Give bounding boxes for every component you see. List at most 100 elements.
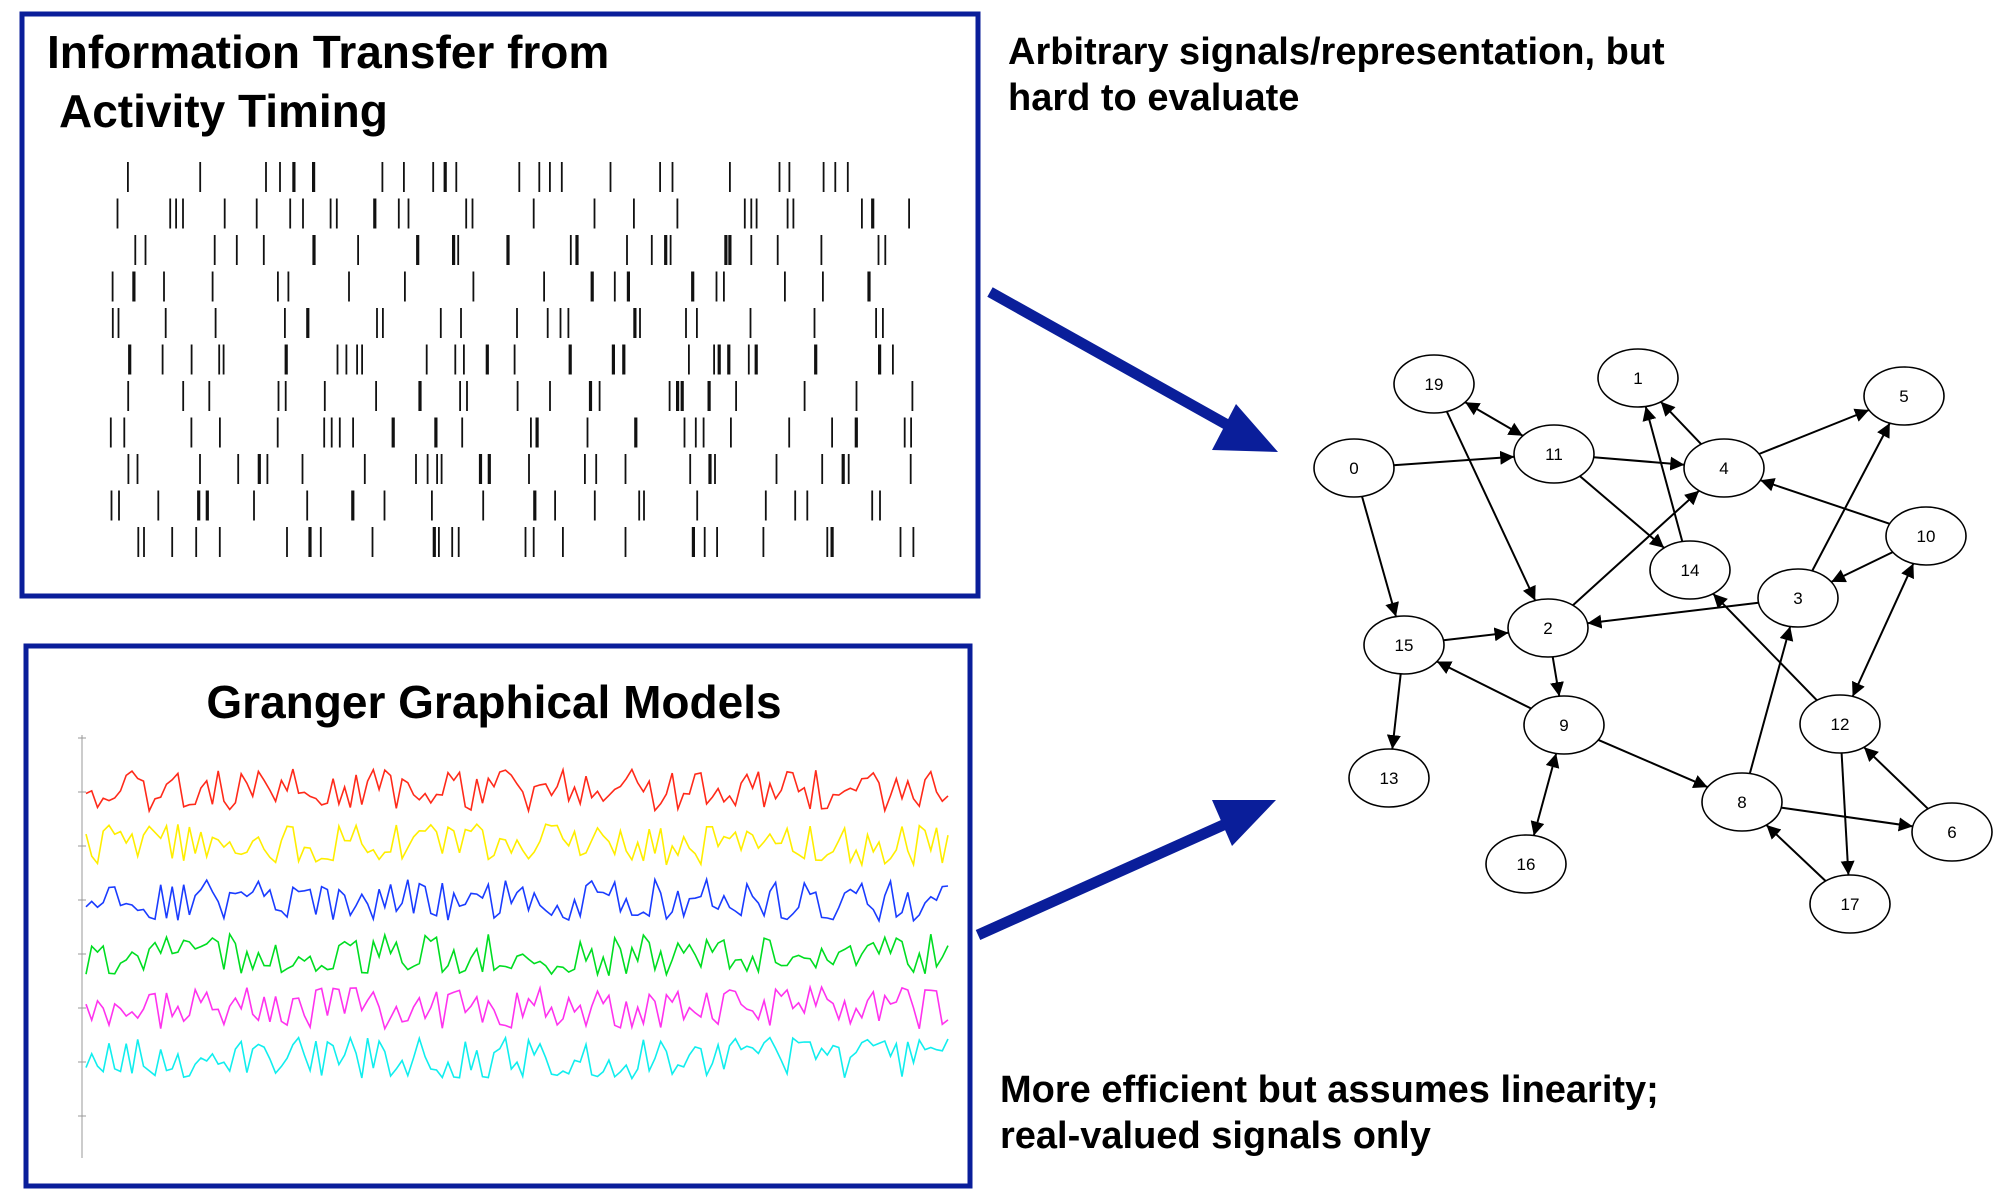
edge-17-8 bbox=[1765, 824, 1827, 882]
node-label: 10 bbox=[1917, 527, 1936, 546]
node-9: 9 bbox=[1523, 695, 1605, 755]
node-label: 15 bbox=[1395, 636, 1414, 655]
timeseries-axis-ticks bbox=[78, 737, 86, 1117]
edge-8-6 bbox=[1781, 806, 1913, 832]
node-0: 0 bbox=[1313, 438, 1395, 498]
edge-4-5 bbox=[1758, 408, 1870, 455]
node-label: 1 bbox=[1633, 369, 1642, 388]
node-ellipse bbox=[1313, 438, 1395, 498]
panel-bottom-frame bbox=[23, 643, 973, 1189]
edge-0-15 bbox=[1361, 496, 1399, 617]
note-top-line1: Arbitrary signals/representation, but bbox=[1008, 31, 1665, 73]
node-10: 10 bbox=[1885, 506, 1967, 566]
node-ellipse bbox=[1523, 695, 1605, 755]
node-4: 4 bbox=[1683, 438, 1765, 498]
edge-15-2 bbox=[1443, 627, 1509, 642]
panel-bottom-title: Granger Graphical Models bbox=[206, 676, 781, 728]
edge-6-12 bbox=[1863, 746, 1929, 810]
node-6: 6 bbox=[1911, 802, 1993, 862]
note-bottom-line2: real-valued signals only bbox=[1000, 1115, 1431, 1157]
edge-12-17 bbox=[1840, 752, 1855, 876]
note-top-line2: hard to evaluate bbox=[1008, 77, 1299, 119]
trace-2 bbox=[85, 822, 949, 868]
node-ellipse bbox=[1863, 366, 1945, 426]
node-ellipse bbox=[1911, 802, 1993, 862]
node-11: 11 bbox=[1513, 424, 1595, 484]
node-ellipse bbox=[1348, 748, 1430, 808]
node-ellipse bbox=[1597, 348, 1679, 408]
node-ellipse bbox=[1799, 694, 1881, 754]
node-label: 9 bbox=[1559, 716, 1568, 735]
graph-edges bbox=[1361, 401, 1929, 882]
node-ellipse bbox=[1485, 834, 1567, 894]
node-ellipse bbox=[1683, 438, 1765, 498]
node-15: 15 bbox=[1363, 615, 1445, 675]
edge-9-8 bbox=[1598, 738, 1708, 789]
edge-11-4 bbox=[1593, 456, 1685, 471]
node-label: 19 bbox=[1425, 375, 1444, 394]
node-17: 17 bbox=[1809, 874, 1891, 934]
node-ellipse bbox=[1885, 506, 1967, 566]
node-label: 11 bbox=[1545, 445, 1563, 464]
edge-3-2 bbox=[1587, 601, 1759, 629]
node-label: 4 bbox=[1719, 459, 1728, 478]
edge-4-1 bbox=[1660, 401, 1702, 445]
node-3: 3 bbox=[1757, 568, 1839, 628]
node-label: 2 bbox=[1543, 619, 1552, 638]
arrow-bottom-to-graph bbox=[975, 800, 1276, 941]
node-label: 0 bbox=[1349, 459, 1358, 478]
node-8: 8 bbox=[1701, 772, 1783, 832]
edge-19-11 bbox=[1464, 401, 1524, 437]
node-label: 12 bbox=[1831, 715, 1850, 734]
arrow-bottom-head bbox=[1212, 800, 1276, 846]
node-ellipse bbox=[1393, 354, 1475, 414]
node-ellipse bbox=[1649, 540, 1731, 600]
node-14: 14 bbox=[1649, 540, 1731, 600]
note-bottom-line1: More efficient but assumes linearity; bbox=[1000, 1069, 1659, 1111]
trace-1 bbox=[85, 766, 949, 814]
panel-top-title-line2: Activity Timing bbox=[59, 85, 388, 137]
node-ellipse bbox=[1363, 615, 1445, 675]
edge-12-14 bbox=[1712, 593, 1818, 701]
node-label: 13 bbox=[1380, 769, 1399, 788]
node-label: 8 bbox=[1737, 793, 1746, 812]
spike-raster bbox=[109, 162, 915, 557]
arrow-top-head bbox=[1212, 404, 1278, 452]
trace-5 bbox=[85, 984, 949, 1031]
edge-10-12 bbox=[1851, 563, 1915, 697]
trace-6 bbox=[85, 1035, 949, 1081]
edge-0-11 bbox=[1393, 450, 1515, 467]
node-label: 16 bbox=[1517, 855, 1536, 874]
edge-10-4 bbox=[1759, 478, 1891, 525]
edge-8-3 bbox=[1748, 626, 1794, 774]
edge-3-5 bbox=[1811, 422, 1891, 572]
panel-top-title-line1: Information Transfer from bbox=[47, 26, 609, 78]
node-label: 14 bbox=[1681, 561, 1700, 580]
node-ellipse bbox=[1809, 874, 1891, 934]
panel-granger-models: Granger Graphical Models bbox=[23, 643, 973, 1189]
node-ellipse bbox=[1701, 772, 1783, 832]
edge-19-2 bbox=[1445, 411, 1537, 601]
node-ellipse bbox=[1513, 424, 1595, 484]
panel-information-transfer: Information Transfer from Activity Timin… bbox=[19, 11, 981, 599]
node-label: 17 bbox=[1841, 895, 1860, 914]
node-2: 2 bbox=[1507, 598, 1589, 658]
arrow-top-to-graph bbox=[987, 287, 1278, 452]
node-label: 3 bbox=[1793, 589, 1802, 608]
node-ellipse bbox=[1757, 568, 1839, 628]
edge-2-9 bbox=[1550, 656, 1564, 697]
edge-9-16 bbox=[1530, 753, 1560, 836]
trace-3 bbox=[85, 876, 949, 924]
node-19: 19 bbox=[1393, 354, 1475, 414]
node-12: 12 bbox=[1799, 694, 1881, 754]
timeseries-traces bbox=[85, 766, 949, 1081]
panel-top-frame bbox=[19, 11, 981, 599]
edge-9-15 bbox=[1436, 660, 1532, 710]
edge-14-1 bbox=[1642, 406, 1684, 542]
node-1: 1 bbox=[1597, 348, 1679, 408]
edge-10-3 bbox=[1830, 551, 1894, 583]
edge-2-4 bbox=[1572, 489, 1700, 607]
edge-15-13 bbox=[1386, 673, 1402, 750]
